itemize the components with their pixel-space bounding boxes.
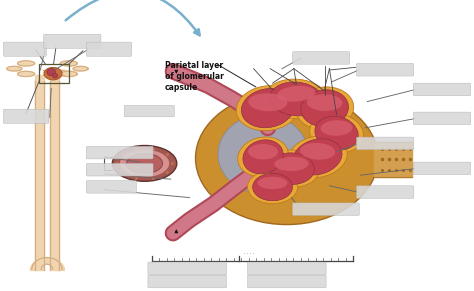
Ellipse shape — [243, 140, 283, 174]
FancyBboxPatch shape — [413, 112, 471, 125]
FancyBboxPatch shape — [292, 52, 350, 64]
Ellipse shape — [269, 153, 314, 184]
Polygon shape — [73, 66, 88, 71]
Ellipse shape — [218, 115, 308, 194]
Ellipse shape — [253, 173, 292, 201]
FancyBboxPatch shape — [356, 63, 414, 76]
Ellipse shape — [237, 137, 289, 177]
Ellipse shape — [52, 73, 58, 78]
Polygon shape — [374, 142, 393, 177]
Ellipse shape — [270, 82, 323, 116]
Ellipse shape — [310, 113, 364, 153]
FancyBboxPatch shape — [3, 109, 49, 123]
FancyBboxPatch shape — [148, 275, 227, 288]
FancyBboxPatch shape — [86, 163, 153, 176]
Ellipse shape — [47, 68, 55, 76]
Ellipse shape — [315, 116, 358, 150]
Polygon shape — [7, 66, 22, 71]
Circle shape — [112, 146, 177, 181]
Ellipse shape — [195, 92, 378, 225]
FancyBboxPatch shape — [413, 83, 471, 96]
FancyBboxPatch shape — [86, 180, 137, 193]
Ellipse shape — [300, 143, 335, 160]
FancyBboxPatch shape — [292, 203, 359, 216]
Ellipse shape — [288, 136, 347, 178]
Polygon shape — [32, 258, 62, 269]
Polygon shape — [60, 71, 77, 77]
FancyBboxPatch shape — [247, 262, 326, 275]
Ellipse shape — [296, 87, 354, 129]
Ellipse shape — [241, 88, 294, 128]
FancyBboxPatch shape — [356, 137, 414, 150]
Ellipse shape — [320, 120, 353, 136]
Polygon shape — [60, 61, 77, 66]
Ellipse shape — [44, 67, 62, 80]
Circle shape — [120, 150, 169, 177]
FancyBboxPatch shape — [247, 275, 326, 288]
Text: Parietal layer
of glomerular
capsule: Parietal layer of glomerular capsule — [165, 61, 224, 92]
FancyBboxPatch shape — [356, 186, 414, 198]
Ellipse shape — [257, 177, 287, 189]
Bar — [39, 64, 69, 83]
Ellipse shape — [264, 79, 328, 119]
Text: · · · ·: · · · · — [244, 251, 255, 256]
FancyBboxPatch shape — [44, 34, 101, 48]
FancyBboxPatch shape — [124, 105, 174, 117]
Ellipse shape — [274, 157, 309, 171]
Ellipse shape — [247, 171, 298, 204]
Circle shape — [127, 153, 163, 173]
FancyBboxPatch shape — [3, 42, 46, 56]
Ellipse shape — [236, 86, 300, 131]
FancyBboxPatch shape — [413, 162, 471, 175]
FancyBboxPatch shape — [86, 146, 153, 159]
Ellipse shape — [264, 150, 319, 187]
Polygon shape — [18, 71, 35, 77]
FancyBboxPatch shape — [148, 262, 227, 275]
Ellipse shape — [301, 90, 348, 127]
Ellipse shape — [307, 94, 342, 111]
FancyBboxPatch shape — [86, 42, 132, 56]
Ellipse shape — [248, 144, 278, 159]
Ellipse shape — [293, 139, 342, 175]
Ellipse shape — [248, 93, 287, 111]
Ellipse shape — [277, 86, 316, 102]
Polygon shape — [18, 61, 35, 66]
